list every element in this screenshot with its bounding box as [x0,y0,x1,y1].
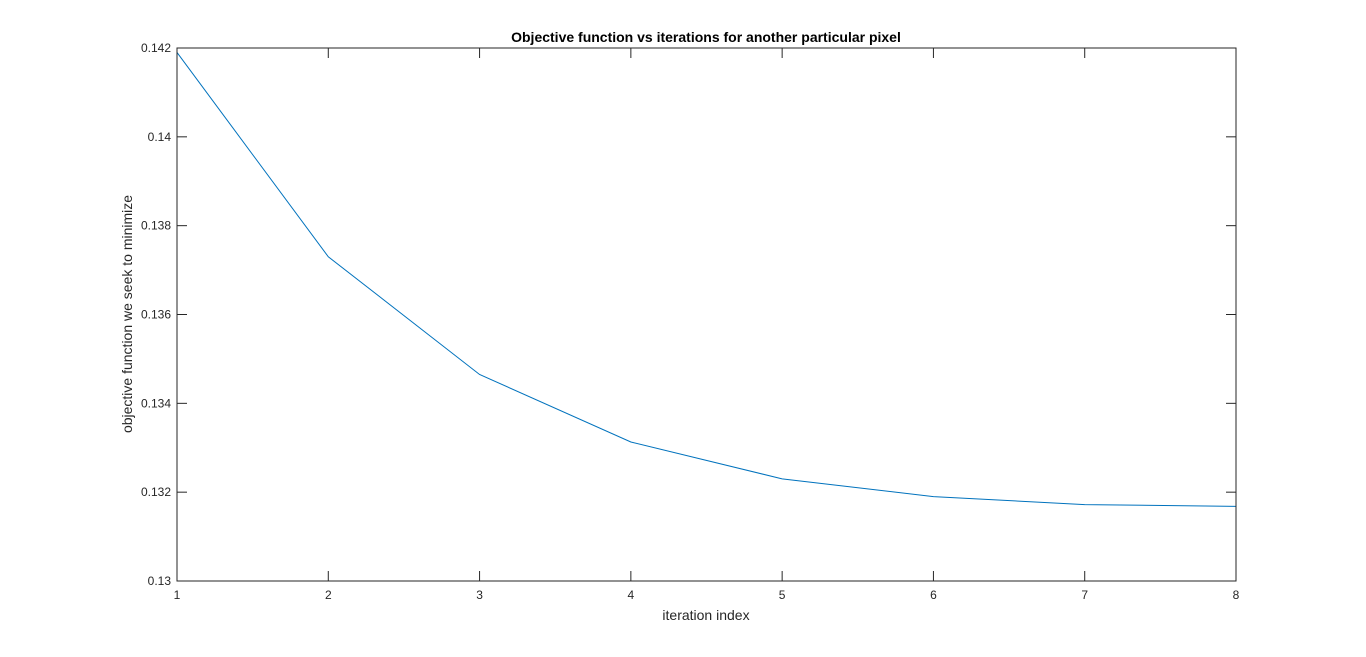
x-tick-label: 6 [930,588,937,602]
y-tick-label: 0.136 [141,308,171,322]
y-tick-label: 0.132 [141,485,171,499]
x-tick-label: 3 [476,588,483,602]
x-tick-label: 8 [1233,588,1240,602]
y-axis-label: objective function we seek to minimize [119,195,135,433]
x-tick-label: 7 [1081,588,1088,602]
x-tick-label: 5 [779,588,786,602]
y-tick-label: 0.13 [148,574,172,588]
y-tick-label: 0.138 [141,219,171,233]
y-tick-label: 0.142 [141,41,171,55]
y-tick-label: 0.14 [148,130,172,144]
chart-title: Objective function vs iterations for ano… [511,29,901,45]
x-tick-label: 2 [325,588,332,602]
y-tick-label: 0.134 [141,396,171,410]
plot-area [177,48,1236,581]
x-axis-label: iteration index [662,607,749,623]
x-tick-label: 1 [174,588,181,602]
x-tick-label: 4 [628,588,635,602]
